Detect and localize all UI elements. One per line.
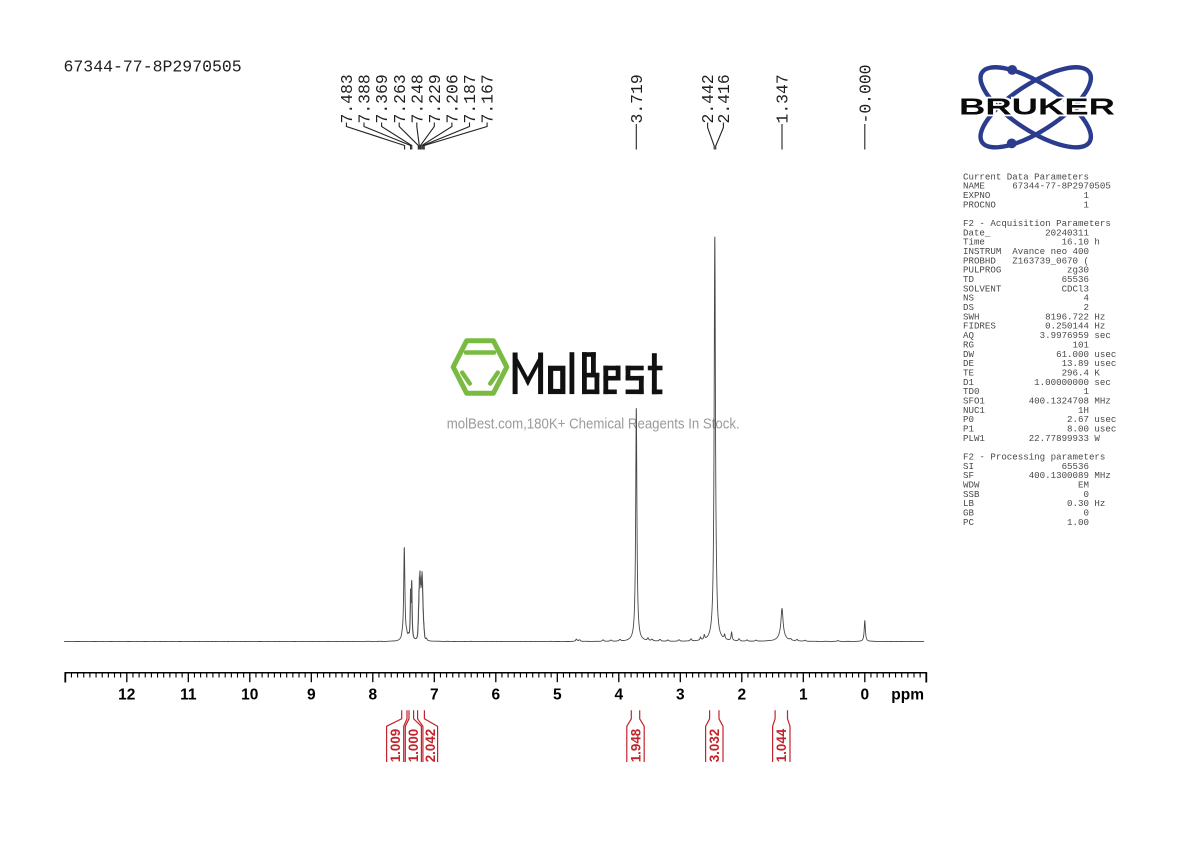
svg-text:ppm: ppm <box>891 687 924 704</box>
svg-text:NAME 67344-77-8P2970505: NAME 67344-77-8P2970505 <box>963 181 1111 192</box>
svg-text:7.187: 7.187 <box>461 74 480 123</box>
svg-text:F2 - Processing parameters: F2 - Processing parameters <box>963 452 1105 463</box>
svg-text:Time 16.10 h: Time 16.10 h <box>963 237 1100 248</box>
svg-text:7.483: 7.483 <box>338 74 357 123</box>
svg-text:3: 3 <box>676 687 685 704</box>
svg-text:1.009: 1.009 <box>388 729 403 763</box>
svg-text:LB 0.30 Hz: LB 0.30 Hz <box>963 498 1105 509</box>
svg-text:TD 65536: TD 65536 <box>963 274 1089 285</box>
svg-text:BRUKER: BRUKER <box>959 94 1115 120</box>
svg-text:NUC1 1H: NUC1 1H <box>963 405 1089 416</box>
svg-text:10: 10 <box>241 687 258 704</box>
svg-text:2.042: 2.042 <box>423 729 438 763</box>
svg-text:7.369: 7.369 <box>373 74 392 123</box>
svg-text:RG 101: RG 101 <box>963 339 1089 350</box>
svg-text:PLW1 22.77899933 W: PLW1 22.77899933 W <box>963 433 1100 444</box>
svg-text:2.442: 2.442 <box>699 74 718 123</box>
svg-text:1.000: 1.000 <box>406 729 421 763</box>
svg-text:PROBHD Z163739_0670 (: PROBHD Z163739_0670 ( <box>963 255 1089 266</box>
svg-text:67344-77-8P2970505: 67344-77-8P2970505 <box>64 58 242 77</box>
svg-text:1.044: 1.044 <box>774 728 789 762</box>
svg-text:-0.000: -0.000 <box>856 64 875 123</box>
svg-text:EXPNO 1: EXPNO 1 <box>963 190 1089 201</box>
svg-text:INSTRUM Avance neo 400: INSTRUM Avance neo 400 <box>963 246 1089 257</box>
svg-text:AQ 3.9976959 sec: AQ 3.9976959 sec <box>963 330 1111 341</box>
svg-text:TD0 1: TD0 1 <box>963 386 1089 397</box>
svg-text:9: 9 <box>307 687 316 704</box>
svg-text:0: 0 <box>860 687 869 704</box>
svg-text:SWH 8196.722 Hz: SWH 8196.722 Hz <box>963 311 1105 322</box>
svg-text:TE 296.4 K: TE 296.4 K <box>963 367 1100 378</box>
svg-text:11: 11 <box>180 687 197 704</box>
svg-text:molBest.com,180K+ Chemical Rea: molBest.com,180K+ Chemical Reagents In S… <box>447 416 740 433</box>
svg-text:7.388: 7.388 <box>356 74 375 123</box>
svg-text:SFO1 400.1324708 MHz: SFO1 400.1324708 MHz <box>963 395 1111 406</box>
svg-text:7.229: 7.229 <box>426 74 445 123</box>
svg-text:SI 65536: SI 65536 <box>963 461 1089 472</box>
svg-text:NS 4: NS 4 <box>963 293 1089 304</box>
svg-text:1.948: 1.948 <box>628 728 643 762</box>
svg-text:PROCNO 1: PROCNO 1 <box>963 199 1089 210</box>
svg-text:FIDRES 0.250144 Hz: FIDRES 0.250144 Hz <box>963 321 1105 332</box>
svg-text:4: 4 <box>614 687 623 704</box>
svg-text:DW 61.000 usec: DW 61.000 usec <box>963 349 1116 360</box>
svg-text:SSB 0: SSB 0 <box>963 489 1089 500</box>
svg-text:WDW EM: WDW EM <box>963 480 1089 491</box>
svg-text:2: 2 <box>737 687 746 704</box>
svg-text:SF 400.1300089 MHz: SF 400.1300089 MHz <box>963 470 1111 481</box>
svg-text:DS 2: DS 2 <box>963 302 1089 313</box>
svg-text:1: 1 <box>799 687 808 704</box>
svg-text:7: 7 <box>430 687 439 704</box>
svg-text:5: 5 <box>553 687 562 704</box>
svg-text:6: 6 <box>491 687 500 704</box>
svg-text:P0 2.67 usec: P0 2.67 usec <box>963 414 1116 425</box>
svg-text:12: 12 <box>118 687 135 704</box>
svg-text:DE 13.89 usec: DE 13.89 usec <box>963 358 1116 369</box>
svg-text:7.167: 7.167 <box>479 74 498 123</box>
svg-text:GB 0: GB 0 <box>963 508 1089 519</box>
svg-text:D1 1.00000000 sec: D1 1.00000000 sec <box>963 377 1111 388</box>
svg-text:7.206: 7.206 <box>444 74 463 123</box>
svg-text:Current Data Parameters: Current Data Parameters <box>963 171 1089 182</box>
svg-text:F2 - Acquisition Parameters: F2 - Acquisition Parameters <box>963 218 1111 229</box>
svg-text:2.416: 2.416 <box>715 74 734 123</box>
svg-text:P1 8.00 usec: P1 8.00 usec <box>963 423 1116 434</box>
svg-text:3.032: 3.032 <box>707 729 722 763</box>
svg-text:SOLVENT CDCl3: SOLVENT CDCl3 <box>963 283 1089 294</box>
svg-text:8: 8 <box>368 687 377 704</box>
svg-text:3.719: 3.719 <box>628 74 647 123</box>
svg-text:7.248: 7.248 <box>408 74 427 123</box>
svg-text:PULPROG zg30: PULPROG zg30 <box>963 265 1089 276</box>
svg-text:1.347: 1.347 <box>774 74 793 123</box>
svg-text:Date_ 20240311: Date_ 20240311 <box>963 227 1089 238</box>
svg-text:7.263: 7.263 <box>391 74 410 123</box>
svg-text:PC 1.00: PC 1.00 <box>963 517 1089 528</box>
